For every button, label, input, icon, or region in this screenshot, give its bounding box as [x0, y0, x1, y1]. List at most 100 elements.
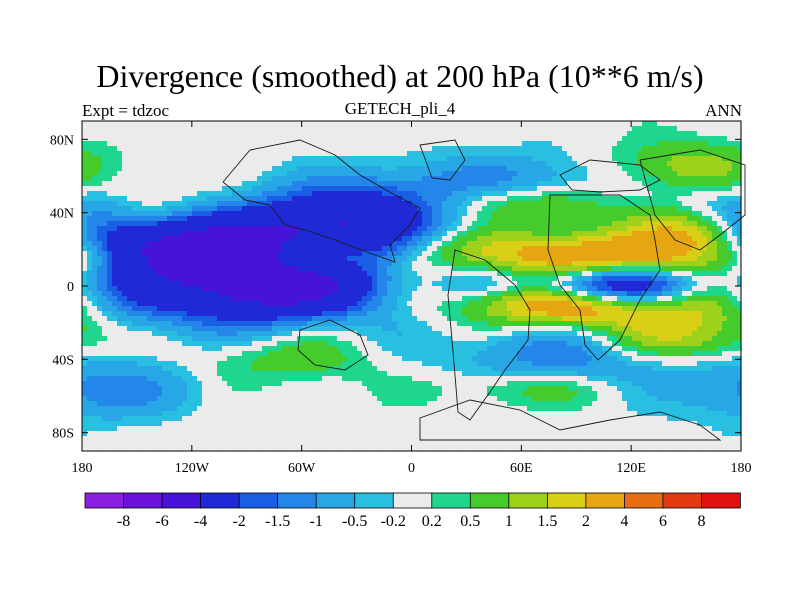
contour-cell — [317, 246, 323, 252]
contour-cell — [427, 431, 433, 437]
contour-cell — [227, 191, 233, 197]
contour-cell — [297, 181, 303, 187]
contour-cell — [447, 306, 453, 312]
contour-cell — [432, 121, 438, 127]
contour-cell — [402, 231, 408, 237]
contour-cell — [157, 171, 163, 177]
contour-cell — [232, 141, 238, 147]
contour-cell — [202, 221, 208, 227]
contour-cell — [372, 316, 378, 322]
contour-cell — [207, 361, 213, 367]
contour-cell — [247, 321, 253, 327]
contour-cell — [382, 291, 388, 297]
contour-cell — [372, 176, 378, 182]
contour-cell — [317, 261, 323, 267]
contour-cell — [387, 126, 393, 132]
contour-cell — [177, 311, 183, 317]
contour-cell — [217, 241, 223, 247]
contour-cell — [342, 161, 348, 167]
contour-cell — [142, 136, 148, 142]
contour-cell — [212, 381, 218, 387]
contour-cell — [177, 196, 183, 202]
contour-cell — [397, 411, 403, 417]
contour-cell — [337, 346, 343, 352]
contour-cell — [302, 256, 308, 262]
contour-cell — [237, 161, 243, 167]
contour-cell — [177, 401, 183, 407]
contour-cell — [147, 371, 153, 377]
contour-cell — [377, 181, 383, 187]
contour-cell — [422, 296, 428, 302]
contour-cell — [232, 366, 238, 372]
contour-cell — [292, 186, 298, 192]
contour-cell — [352, 401, 358, 407]
contour-cell — [262, 131, 268, 137]
contour-cell — [432, 241, 438, 247]
contour-cell — [417, 241, 423, 247]
contour-cell — [197, 211, 203, 217]
contour-cell — [342, 441, 348, 447]
contour-cell — [207, 231, 213, 237]
contour-cell — [97, 131, 103, 137]
contour-cell — [417, 306, 423, 312]
contour-cell — [327, 276, 333, 282]
contour-cell — [312, 216, 318, 222]
contour-cell — [252, 446, 258, 452]
contour-cell — [287, 221, 293, 227]
contour-cell — [407, 326, 413, 332]
contour-cell — [332, 346, 338, 352]
contour-cell — [377, 326, 383, 332]
contour-cell — [407, 191, 413, 197]
contour-cell — [432, 196, 438, 202]
contour-cell — [457, 201, 463, 207]
contour-cell — [107, 416, 113, 422]
contour-cell — [337, 216, 343, 222]
contour-cell — [322, 436, 328, 442]
contour-cell — [327, 436, 333, 442]
contour-cell — [377, 201, 383, 207]
contour-cell — [177, 131, 183, 137]
contour-cell — [142, 346, 148, 352]
contour-cell — [92, 391, 98, 397]
contour-cell — [142, 216, 148, 222]
contour-cell — [287, 256, 293, 262]
contour-cell — [182, 276, 188, 282]
contour-cell — [452, 286, 458, 292]
contour-cell — [277, 341, 283, 347]
contour-cell — [337, 281, 343, 287]
contour-cell — [102, 246, 108, 252]
contour-cell — [232, 211, 238, 217]
contour-cell — [297, 216, 303, 222]
contour-cell — [377, 141, 383, 147]
contour-cell — [207, 131, 213, 137]
contour-cell — [342, 221, 348, 227]
contour-cell — [412, 386, 418, 392]
contour-cell — [112, 346, 118, 352]
contour-cell — [257, 416, 263, 422]
contour-cell — [147, 296, 153, 302]
contour-cell — [442, 231, 448, 237]
contour-cell — [132, 346, 138, 352]
contour-cell — [202, 201, 208, 207]
contour-cell — [307, 381, 313, 387]
contour-cell — [337, 186, 343, 192]
contour-cell — [352, 136, 358, 142]
contour-cell — [142, 221, 148, 227]
contour-cell — [437, 316, 443, 322]
contour-cell — [342, 251, 348, 257]
contour-cell — [107, 446, 113, 452]
contour-cell — [182, 181, 188, 187]
contour-cell — [107, 121, 113, 127]
contour-cell — [217, 221, 223, 227]
contour-cell — [382, 361, 388, 367]
contour-cell — [357, 386, 363, 392]
contour-cell — [222, 421, 228, 427]
contour-cell — [412, 396, 418, 402]
contour-cell — [242, 421, 248, 427]
contour-cell — [412, 126, 418, 132]
contour-cell — [137, 126, 143, 132]
contour-cell — [312, 156, 318, 162]
contour-cell — [202, 261, 208, 267]
contour-cell — [297, 341, 303, 347]
contour-cell — [117, 441, 123, 447]
